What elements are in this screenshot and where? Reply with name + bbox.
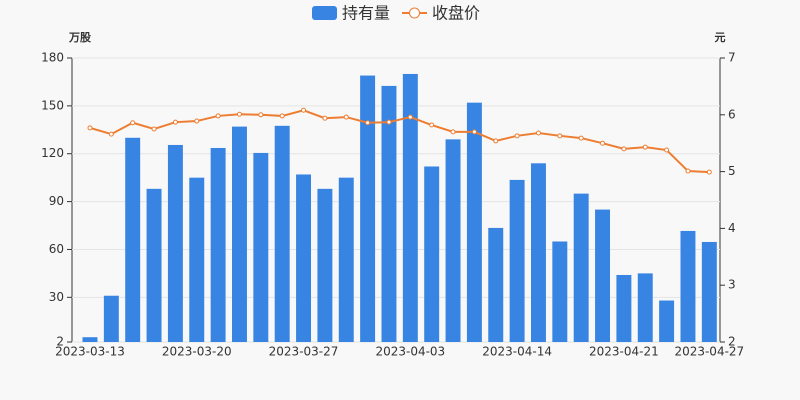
x-tick-label: 2023-03-20 <box>162 345 232 359</box>
point <box>664 147 670 153</box>
bar <box>338 177 354 342</box>
bar <box>189 177 205 342</box>
x-tick-label: 2023-04-03 <box>375 345 445 359</box>
bar <box>445 139 461 342</box>
point <box>429 122 435 128</box>
point <box>535 130 541 136</box>
bar <box>232 126 247 342</box>
legend-swatch <box>312 6 337 20</box>
bar <box>616 274 632 342</box>
point <box>87 125 93 131</box>
bar <box>637 273 653 342</box>
legend-label: 收盘价 <box>432 4 480 23</box>
bar <box>296 174 312 342</box>
bar <box>103 295 119 342</box>
y-tick-label: 30 <box>49 290 64 304</box>
y-tick-label: 2 <box>56 335 64 349</box>
x-tick-label: 2023-03-27 <box>269 345 339 359</box>
y2-tick-label: 2 <box>728 335 736 349</box>
point <box>493 138 499 144</box>
bar <box>167 144 183 342</box>
point <box>236 111 242 117</box>
bar <box>509 179 525 342</box>
bar <box>680 230 696 342</box>
bar <box>381 85 397 342</box>
point <box>450 129 456 135</box>
bar <box>253 152 269 342</box>
point <box>685 168 691 174</box>
point <box>322 115 328 121</box>
bar <box>146 188 162 342</box>
point <box>365 120 371 126</box>
bar <box>125 137 141 342</box>
point <box>279 113 285 119</box>
x-tick-label: 2023-04-27 <box>674 345 744 359</box>
y-tick-label: 150 <box>41 98 64 112</box>
bar <box>274 125 290 342</box>
bar <box>595 209 611 342</box>
legend-label: 持有量 <box>342 4 390 23</box>
point <box>215 113 221 119</box>
point <box>407 114 413 120</box>
bar <box>573 193 589 342</box>
point <box>386 119 392 125</box>
y-tick-label: 90 <box>49 194 64 208</box>
y-tick-label: 60 <box>49 242 64 256</box>
x-tick-label: 2023-04-14 <box>482 345 552 359</box>
bar <box>424 166 440 342</box>
y2-tick-label: 6 <box>728 107 736 121</box>
point <box>258 112 264 118</box>
bar <box>488 227 504 342</box>
bar <box>659 300 675 342</box>
point <box>130 120 136 126</box>
point <box>471 129 477 135</box>
y2-tick-label: 3 <box>728 278 736 292</box>
bar <box>701 241 717 342</box>
bar <box>466 102 482 342</box>
point <box>578 135 584 141</box>
bar <box>360 75 376 342</box>
point <box>600 140 606 146</box>
y2-axis-name: 元 <box>715 31 726 44</box>
bar <box>82 337 98 342</box>
point <box>343 114 349 120</box>
y2-tick-label: 7 <box>728 51 736 65</box>
y2-tick-label: 5 <box>728 164 736 178</box>
point <box>621 146 627 152</box>
point <box>514 133 520 139</box>
y-axis-name: 万股 <box>68 31 92 44</box>
bar <box>530 163 546 342</box>
point <box>642 144 648 150</box>
bar <box>317 188 333 342</box>
point <box>194 118 200 124</box>
y-tick-label: 120 <box>41 146 64 160</box>
point <box>151 126 157 132</box>
legend-swatch <box>409 7 421 19</box>
x-tick-label: 2023-03-13 <box>55 345 125 359</box>
bar <box>552 241 568 342</box>
bar <box>210 147 226 342</box>
line <box>89 109 710 174</box>
y2-tick-label: 4 <box>728 221 736 235</box>
point <box>557 133 563 139</box>
point <box>706 169 712 175</box>
point <box>301 107 307 113</box>
bar <box>402 73 418 343</box>
point <box>172 119 178 125</box>
point <box>108 131 114 137</box>
x-tick-label: 2023-04-21 <box>589 345 659 359</box>
y-tick-label: 180 <box>41 51 64 65</box>
